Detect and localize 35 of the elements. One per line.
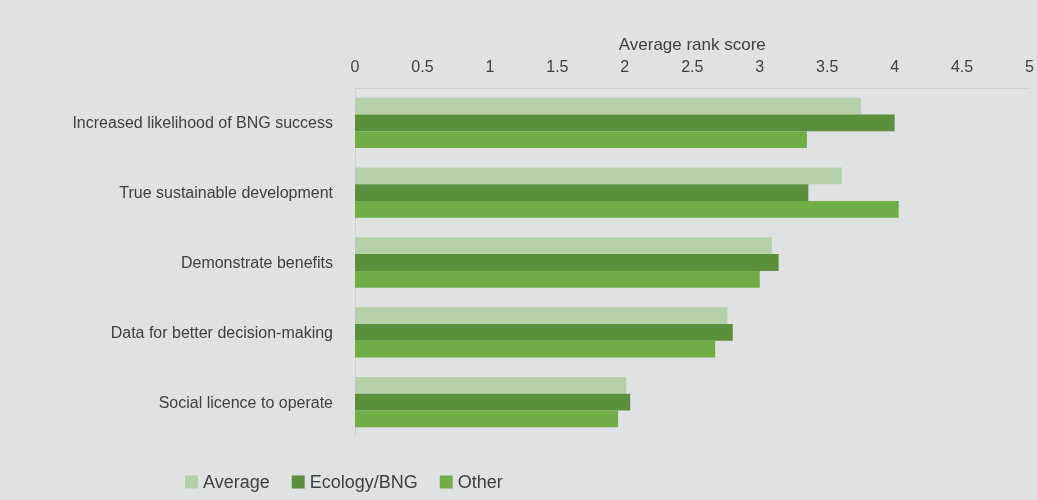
bar [355, 376, 627, 394]
x-axis-title: Average rank score [618, 35, 766, 55]
y-tick-label: Data for better decision-making [110, 323, 333, 341]
legend-label: Ecology/BNG [309, 472, 418, 492]
bar [355, 131, 807, 149]
bar [355, 201, 899, 218]
x-tick-label: 4 [890, 57, 900, 75]
y-tick-label: Demonstrate benefits [180, 254, 333, 271]
x-tick-label: 5 [1025, 57, 1035, 75]
x-tick-label: 0.5 [411, 57, 434, 75]
bar [355, 307, 728, 324]
x-tick-label: 2.5 [681, 57, 704, 75]
y-tick-label: Social licence to operate [158, 393, 334, 411]
x-tick-label: 3 [755, 57, 765, 75]
x-tick-label: 4.5 [950, 57, 974, 75]
legend-label: Average [203, 472, 270, 492]
x-tick-label: 3.5 [816, 57, 839, 75]
bar [355, 114, 895, 132]
bar [355, 410, 619, 428]
x-tick-label: 1.5 [546, 57, 569, 75]
bar [355, 323, 733, 341]
bar [355, 237, 772, 255]
y-tick-label: True sustainable development [119, 184, 334, 202]
x-tick-label: 1 [485, 57, 495, 75]
bar [355, 97, 861, 115]
x-tick-label: 2 [620, 57, 630, 75]
legend-label: Other [457, 472, 503, 492]
bar [355, 254, 779, 271]
bar [355, 167, 843, 185]
bar [355, 184, 809, 202]
y-tick-label: Increased likelihood of BNG success [72, 114, 333, 132]
bar [355, 393, 631, 411]
x-tick-label: 0 [350, 57, 360, 75]
bar [355, 270, 760, 288]
bar [355, 340, 716, 358]
